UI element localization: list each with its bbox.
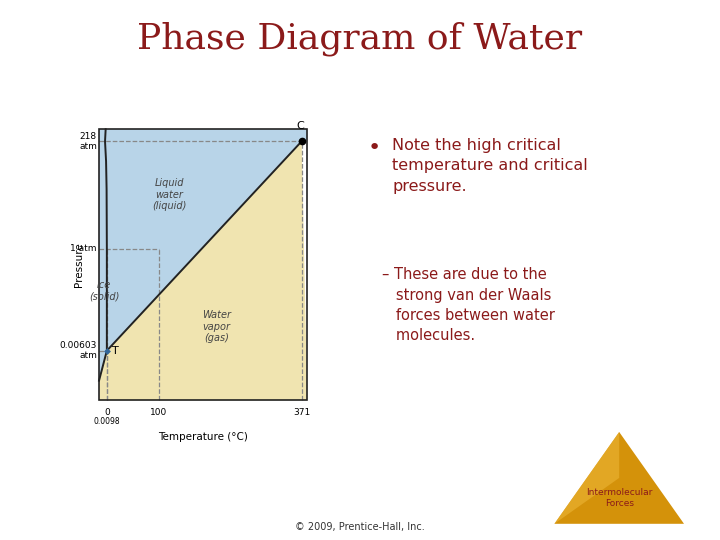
Text: Intermolecular
Forces: Intermolecular Forces [586,488,652,508]
Bar [99,129,307,400]
Text: 218
atm: 218 atm [79,132,97,151]
Polygon shape [99,141,307,400]
Text: 100: 100 [150,408,168,417]
Text: Temperature (°C): Temperature (°C) [158,431,248,442]
Polygon shape [105,129,307,350]
Text: – These are due to the
   strong van der Waals
   forces between water
   molecu: – These are due to the strong van der Wa… [382,267,554,343]
Text: •: • [367,138,380,158]
Text: Ice
(solid): Ice (solid) [89,280,120,302]
Text: Note the high critical
temperature and critical
pressure.: Note the high critical temperature and c… [392,138,588,193]
Text: C: C [296,121,304,131]
Text: 0: 0 [104,408,109,417]
Text: T: T [112,346,118,356]
Text: 0.0098: 0.0098 [94,417,120,426]
Text: Pressure: Pressure [74,242,84,287]
Text: Phase Diagram of Water: Phase Diagram of Water [138,22,582,56]
Text: 1 atm: 1 atm [71,244,97,253]
Text: © 2009, Prentice-Hall, Inc.: © 2009, Prentice-Hall, Inc. [295,522,425,532]
Text: Water
vapor
(gas): Water vapor (gas) [202,310,230,343]
Text: 0.00603
atm: 0.00603 atm [60,341,97,360]
Polygon shape [99,129,107,400]
Text: Liquid
water
(liquid): Liquid water (liquid) [152,178,186,211]
Polygon shape [554,432,619,524]
Text: 371: 371 [293,408,310,417]
Polygon shape [554,432,684,524]
